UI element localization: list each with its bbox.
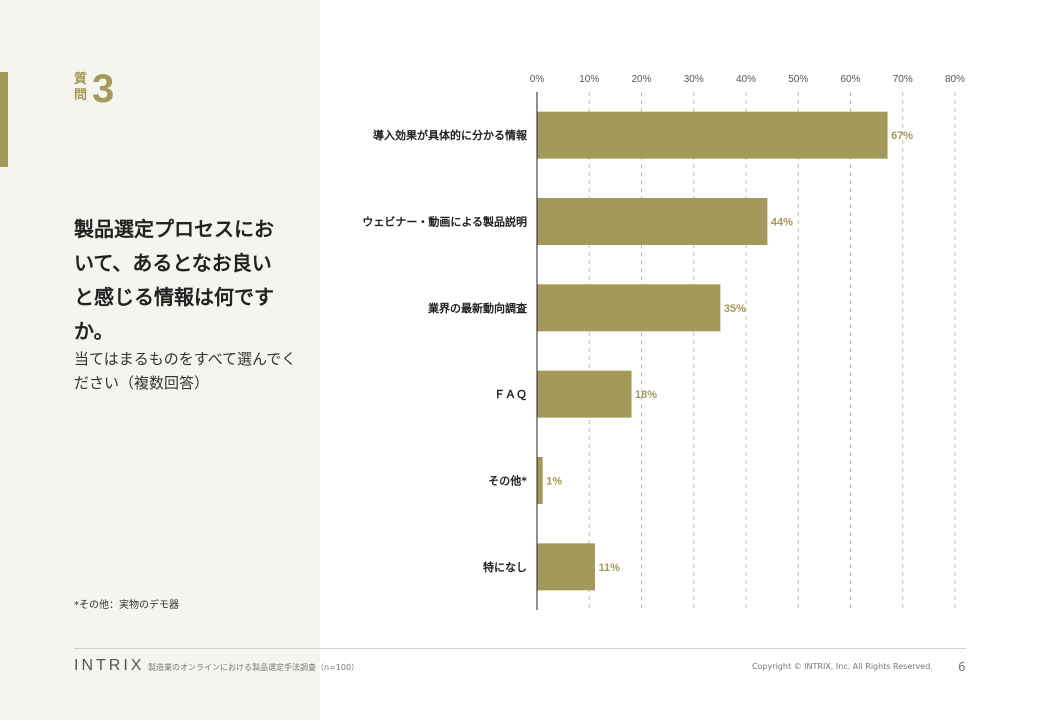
value-label: 1% [546,476,562,488]
accent-bar [0,72,8,167]
question-subtext: 当てはまるものをすべて選んでください（複数回答） [74,350,297,392]
footer-source: 製造業のオンラインにおける製品選定手法調査（n=100） [148,663,360,672]
logo: INTRIX [74,657,145,674]
value-label: 11% [598,562,620,574]
value-label: 18% [635,389,657,401]
question-number: 3 [92,67,115,111]
value-label: 44% [771,217,793,229]
category-label: 特になし [483,560,527,574]
x-tick-label: 50% [788,74,808,85]
x-tick-label: 10% [579,74,599,85]
category-label: 業界の最新動向調査 [427,301,527,315]
x-tick-label: 0% [530,74,545,85]
x-tick-label: 40% [736,74,756,85]
x-tick-label: 60% [840,74,860,85]
left-panel [0,0,320,720]
x-tick-label: 80% [945,74,965,85]
bar [537,111,888,159]
question-text: 製品選定プロセスにおいて、あるとなお良いと感じる情報は何ですか。 [74,217,274,343]
question-kanji: 質問 [74,72,88,103]
value-label: 35% [724,303,746,315]
bar [537,457,543,504]
category-label: 導入効果が具体的に分かる情報 [373,128,528,142]
x-tick-label: 70% [893,74,913,85]
category-label: その他* [488,474,527,488]
copyright: Copyright © INTRIX, Inc. All Rights Rese… [752,662,933,671]
bar [537,543,595,591]
category-label: ウェビナー・動画による製品説明 [362,215,527,229]
bar [537,370,632,418]
x-tick-label: 20% [631,74,651,85]
bar [537,198,768,245]
bar [537,284,721,332]
category-label: ＦＡＱ [494,388,527,401]
page-number: 6 [958,660,966,674]
value-label: 67% [891,130,913,142]
x-tick-label: 30% [684,74,704,85]
footnote: *その他：実物のデモ器 [74,600,179,611]
footer-divider [74,648,966,649]
